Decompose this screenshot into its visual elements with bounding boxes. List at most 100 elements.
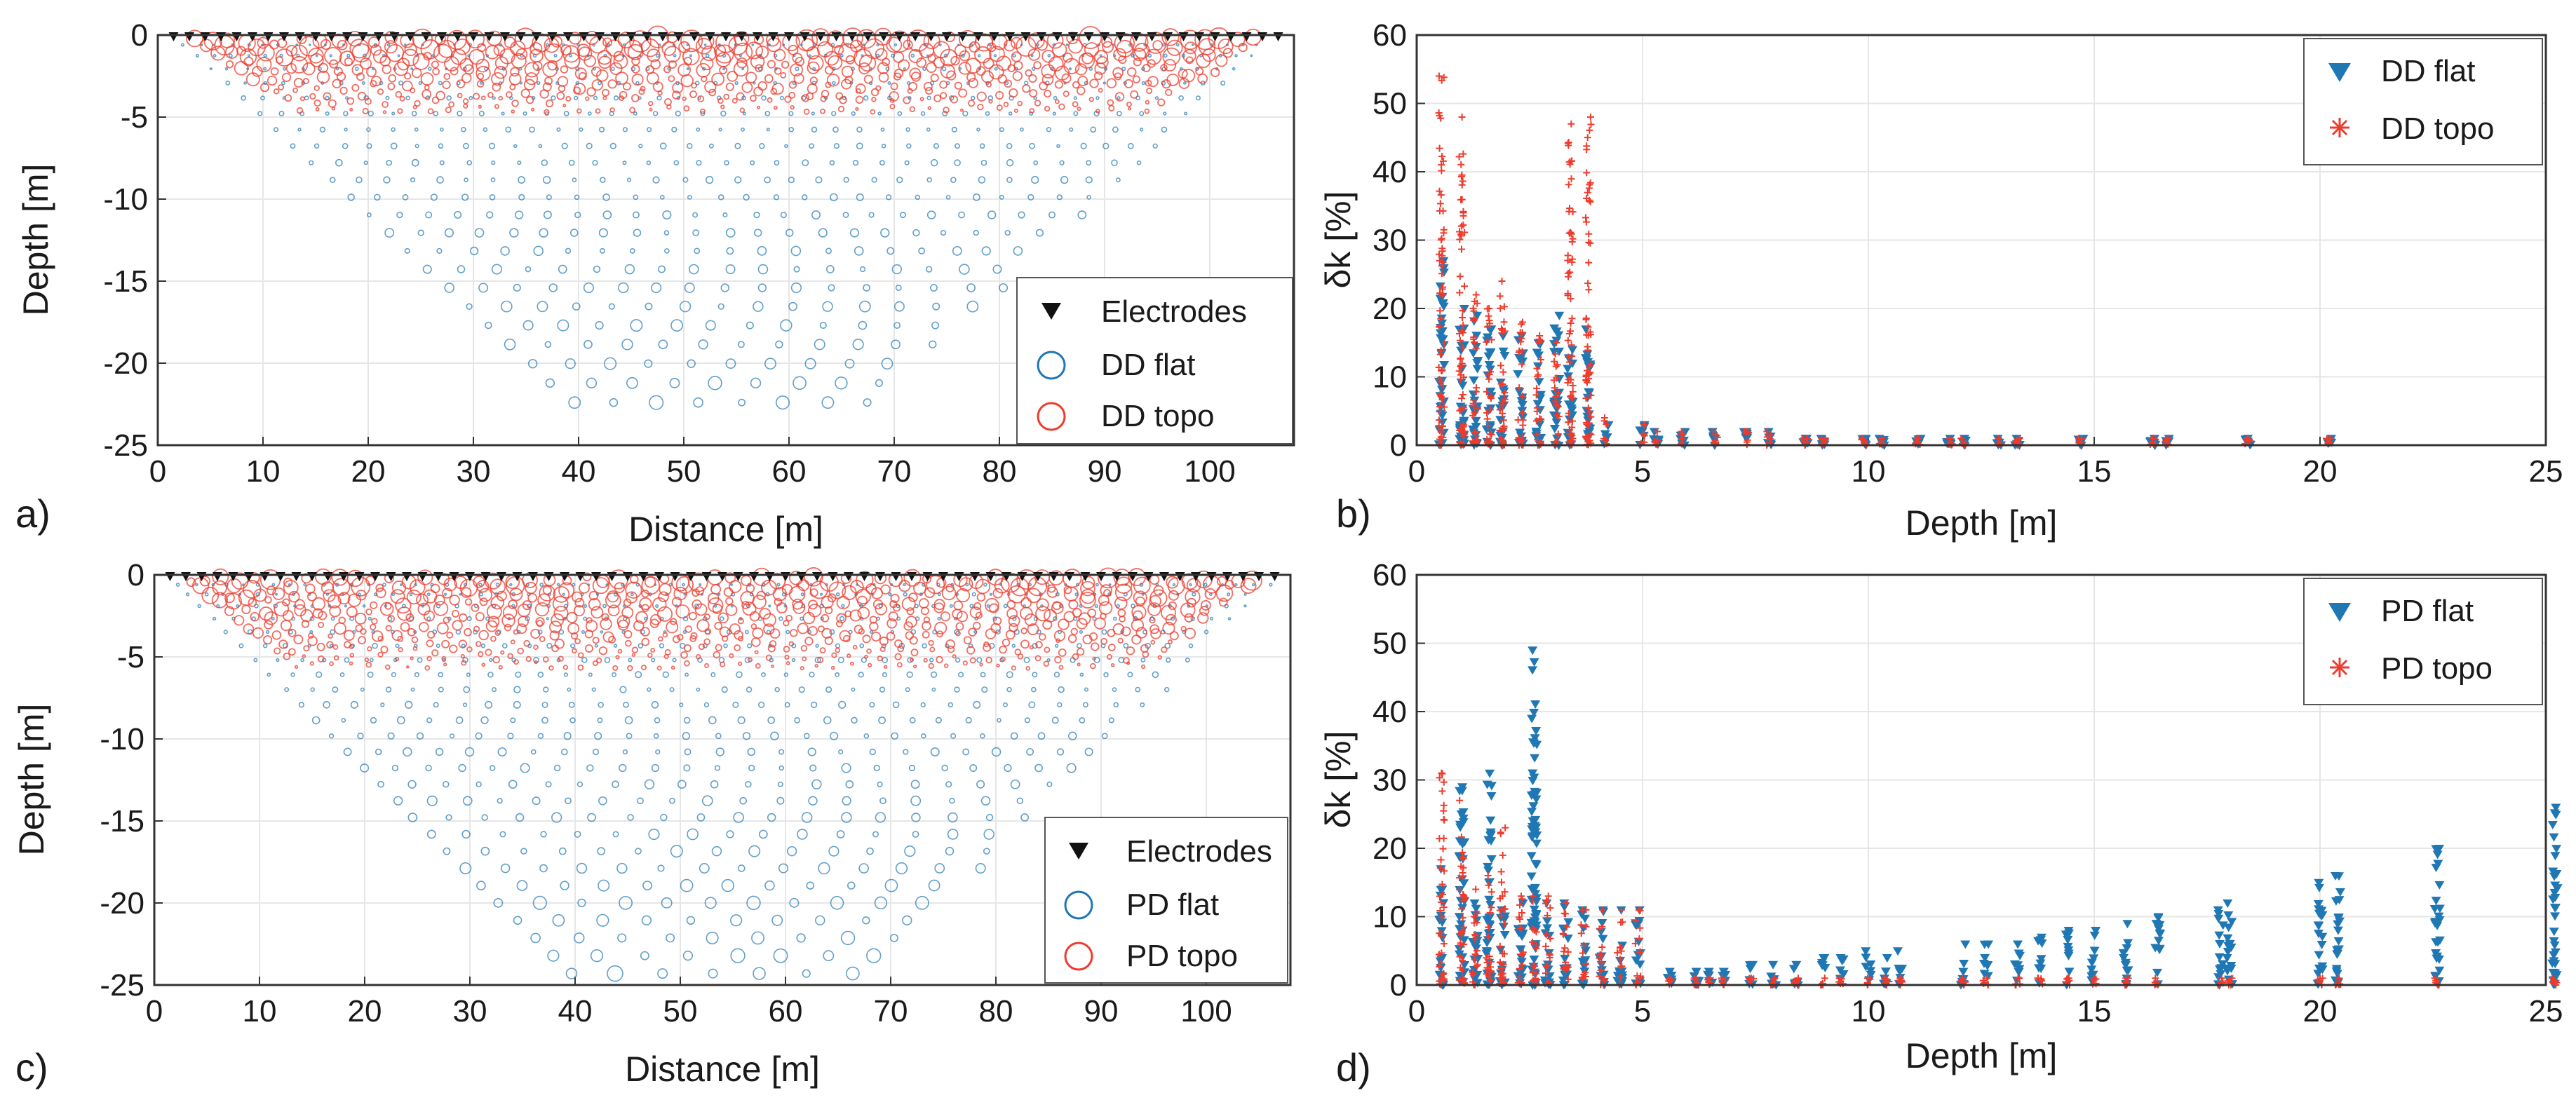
flat-error-point <box>2547 820 2558 829</box>
topo-point <box>621 606 634 619</box>
topo-point <box>802 656 807 662</box>
topo-error-point <box>1439 845 1447 853</box>
topo-error-point <box>1488 395 1495 402</box>
flat-point <box>319 126 326 133</box>
topo-error-point <box>1586 126 1593 134</box>
topo-error-point <box>1483 409 1491 416</box>
flat-point <box>911 813 921 822</box>
flat-point <box>537 81 541 86</box>
topo-point <box>973 602 982 611</box>
flat-error-point <box>1531 726 1542 735</box>
flat-point <box>360 687 365 692</box>
plot-marks <box>168 25 1283 410</box>
topo-point <box>933 599 945 611</box>
topo-point <box>1035 606 1051 622</box>
flat-point <box>1051 716 1059 724</box>
y-tick-label: -5 <box>117 640 144 674</box>
topo-point <box>485 45 500 60</box>
topo-point <box>940 92 948 100</box>
flat-point <box>931 687 936 692</box>
topo-error-point <box>1458 928 1466 935</box>
electrode-marker <box>181 572 191 581</box>
flat-point <box>800 592 804 597</box>
flat-point <box>562 592 565 596</box>
flat-point <box>730 948 746 963</box>
flat-point <box>851 687 856 692</box>
flat-point <box>480 716 489 725</box>
flat-point <box>1102 81 1107 85</box>
topo-point <box>442 80 451 90</box>
flat-point <box>283 67 287 71</box>
topo-point <box>1072 101 1079 108</box>
flat-point <box>635 848 642 855</box>
y-tick-label: -20 <box>100 886 144 921</box>
topo-point <box>1000 656 1006 663</box>
topo-error-point <box>1567 295 1574 303</box>
topo-point <box>245 72 260 87</box>
flat-point <box>711 845 722 857</box>
flat-point <box>768 604 771 608</box>
topo-point <box>401 574 417 590</box>
flat-error-point <box>2335 888 2345 897</box>
flat-point <box>1056 194 1063 201</box>
flat-point <box>966 81 971 86</box>
topo-point <box>548 665 554 671</box>
topo-error-point <box>1487 958 1495 965</box>
topo-point <box>542 585 552 595</box>
flat-point <box>400 583 403 586</box>
topo-error-point <box>1486 406 1494 414</box>
topo-point <box>327 594 342 609</box>
topo-point <box>757 105 761 109</box>
topo-point <box>446 631 454 639</box>
flat-point <box>875 379 884 387</box>
topo-error-point <box>1583 146 1591 154</box>
topo-point <box>725 597 734 606</box>
flat-point <box>1034 763 1043 773</box>
flat-point <box>905 127 910 133</box>
topo-point <box>666 104 672 110</box>
topo-point <box>831 652 837 658</box>
topo-point <box>186 577 196 587</box>
topo-point <box>409 579 426 596</box>
topo-error-point <box>1435 109 1443 117</box>
flat-point <box>985 81 990 86</box>
flat-point <box>771 914 783 926</box>
topo-error-point <box>2551 978 2559 986</box>
topo-point <box>1029 108 1035 114</box>
flat-error-point <box>1978 959 1989 968</box>
flat-point <box>856 142 863 150</box>
flat-point <box>795 67 800 72</box>
flat-point <box>630 319 643 332</box>
topo-error-point <box>1566 269 1574 276</box>
topo-point <box>652 81 663 93</box>
flat-point <box>788 127 795 133</box>
flat-point <box>922 643 927 648</box>
topo-error-point <box>1565 229 1573 237</box>
topo-point <box>530 628 541 639</box>
flat-point <box>904 845 916 857</box>
flat-error-point <box>1980 953 1990 963</box>
flat-point <box>941 66 947 72</box>
topo-point <box>466 29 485 49</box>
flat-point <box>1127 672 1133 678</box>
legend: PD flat PD topo <box>2303 578 2543 705</box>
topo-point <box>424 665 431 671</box>
flat-point <box>597 81 602 86</box>
topo-point <box>1044 646 1051 653</box>
topo-point <box>1184 613 1194 623</box>
topo-point <box>294 599 306 610</box>
topo-point <box>1041 49 1056 63</box>
topo-error-point <box>1474 909 1481 917</box>
topo-point <box>1184 41 1197 55</box>
flat-error-point <box>1527 714 1537 724</box>
topo-point <box>675 604 690 619</box>
topo-point <box>703 638 711 646</box>
x-tick-label: 20 <box>351 454 386 489</box>
topo-point <box>558 582 575 599</box>
topo-point <box>1197 612 1209 624</box>
topo-point <box>989 603 999 613</box>
topo-point <box>749 611 760 622</box>
flat-point <box>325 111 330 116</box>
flat-point <box>928 879 940 892</box>
topo-point <box>1113 48 1126 62</box>
